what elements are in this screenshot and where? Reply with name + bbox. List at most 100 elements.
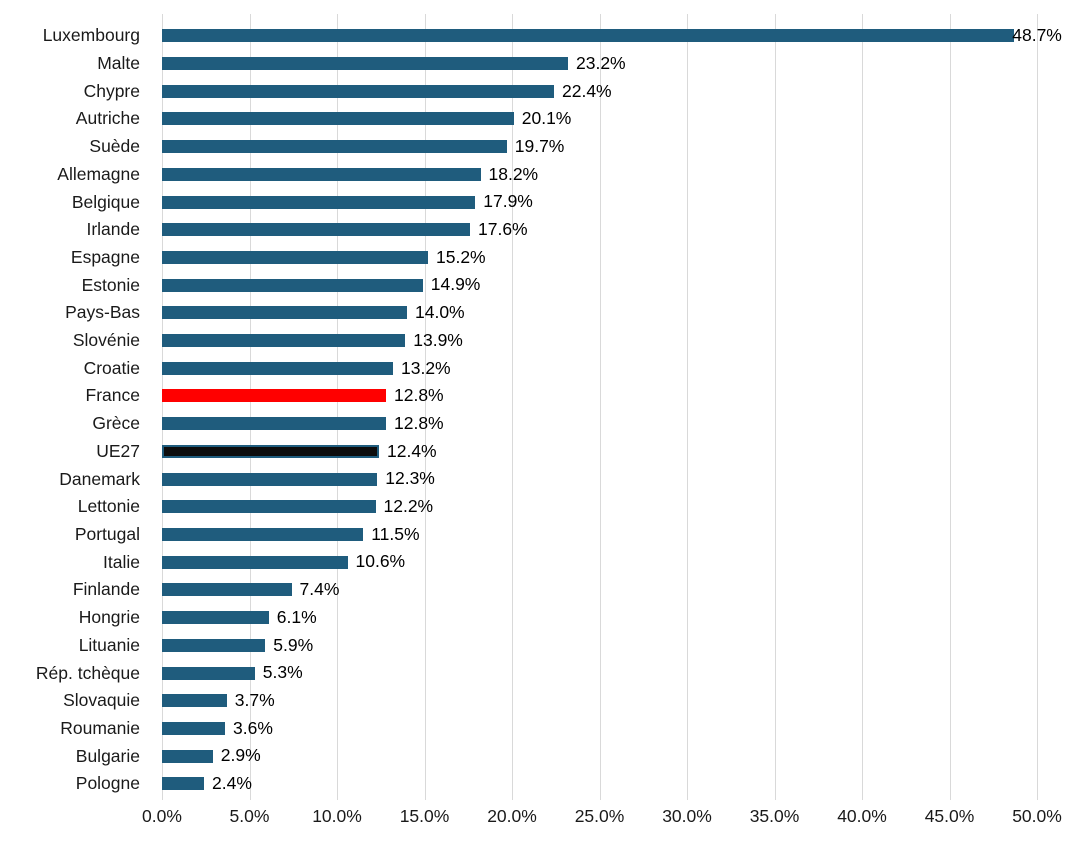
category-label: Grèce — [92, 413, 140, 434]
value-label: 3.7% — [234, 689, 275, 710]
bar — [162, 583, 292, 597]
category-label: Malte — [97, 53, 140, 74]
value-label: 12.8% — [394, 412, 444, 433]
bar-area: 2.4% — [162, 770, 1075, 798]
bar-row: Slovaquie 3.7% — [0, 687, 1075, 715]
value-label: 23.2% — [576, 52, 626, 73]
category-label: Slovénie — [72, 330, 140, 351]
bar-row: France 12.8% — [0, 382, 1075, 410]
gridline — [862, 14, 863, 800]
value-label: 14.9% — [430, 274, 481, 295]
bar — [162, 278, 423, 292]
bar-area: 6.1% — [162, 604, 1075, 632]
value-label: 12.4% — [387, 440, 437, 461]
x-tick-label: 35.0% — [749, 806, 800, 826]
x-tick-label: 25.0% — [574, 806, 625, 826]
bar-area: 23.2% — [162, 50, 1075, 78]
bar-row: Grèce 12.8% — [0, 410, 1075, 438]
value-label: 2.9% — [220, 745, 261, 766]
gridline — [687, 14, 688, 800]
category-label: Allemagne — [57, 163, 140, 184]
x-tick-label: 30.0% — [662, 806, 712, 826]
category-label: Bulgarie — [75, 745, 140, 766]
bar-area: 20.1% — [162, 105, 1075, 133]
bar — [162, 250, 428, 264]
gridline — [1037, 14, 1038, 800]
value-label: 13.2% — [401, 357, 451, 378]
bar — [162, 444, 379, 458]
bar-area: 10.6% — [162, 548, 1075, 576]
category-label: Pologne — [75, 773, 140, 794]
bar-row: Estonie 14.9% — [0, 271, 1075, 299]
bar — [162, 666, 255, 680]
value-label: 11.5% — [371, 523, 420, 544]
category-label: Slovaquie — [63, 690, 140, 711]
value-label: 3.6% — [233, 717, 273, 738]
bar-area: 12.8% — [162, 410, 1075, 438]
bar-area: 12.8% — [162, 382, 1075, 410]
bar — [162, 777, 204, 791]
bar-row: Pologne 2.4% — [0, 770, 1075, 798]
value-label: 2.4% — [212, 773, 252, 794]
value-label: 18.2% — [488, 163, 539, 184]
category-label: Croatie — [83, 357, 140, 378]
bar-row: Suède 19.7% — [0, 133, 1075, 161]
bar-area: 12.4% — [162, 438, 1075, 466]
category-label: Estonie — [81, 274, 140, 295]
bar — [162, 694, 227, 708]
category-label: Portugal — [74, 524, 140, 544]
bar — [162, 638, 266, 652]
bar-row: Irlande 17.6% — [0, 216, 1075, 244]
bar-row: Portugal 11.5% — [0, 521, 1075, 549]
category-label: Suède — [89, 136, 140, 157]
category-label: Lituanie — [78, 634, 140, 655]
bar-area: 13.9% — [162, 327, 1075, 355]
category-label: Luxembourg — [42, 25, 140, 46]
bar — [162, 112, 514, 126]
value-label: 22.4% — [562, 80, 612, 101]
bar-area: 3.7% — [162, 687, 1075, 715]
gridline — [949, 14, 951, 800]
bar — [162, 500, 376, 514]
bar-row: Lituanie 5.9% — [0, 631, 1075, 659]
gridline — [337, 14, 338, 800]
bar — [162, 306, 407, 320]
bar-row: Danemark 12.3% — [0, 465, 1075, 493]
bar-area: 11.5% — [162, 521, 1075, 549]
bar-area: 48.7% — [162, 22, 1075, 50]
x-tick-label: 10.0% — [312, 806, 362, 826]
bar — [162, 167, 481, 181]
gridline — [512, 14, 513, 800]
bar-row: Malte 23.2% — [0, 50, 1075, 78]
x-tick-label: 50.0% — [1012, 806, 1062, 826]
bar-area: 7.4% — [162, 576, 1075, 604]
bar — [162, 749, 213, 763]
bar — [162, 195, 476, 209]
value-label: 12.3% — [385, 468, 435, 489]
value-label: 17.9% — [483, 191, 533, 212]
category-label: Belgique — [71, 191, 140, 212]
bar-area: 17.6% — [162, 216, 1075, 244]
bar-row: Allemagne 18.2% — [0, 161, 1075, 189]
bar-area: 5.3% — [162, 659, 1075, 687]
bar-row: UE27 12.4% — [0, 438, 1075, 466]
bar-row: Slovénie 13.9% — [0, 327, 1075, 355]
category-label: Danemark — [59, 468, 140, 489]
x-tick-label: 15.0% — [399, 806, 450, 826]
gridline — [774, 14, 776, 800]
bar-row: Finlande 7.4% — [0, 576, 1075, 604]
bar-row: Roumanie 3.6% — [0, 715, 1075, 743]
value-label: 5.3% — [262, 662, 303, 683]
category-label: Lettonie — [77, 496, 140, 517]
value-label: 14.0% — [415, 302, 465, 323]
value-label: 20.1% — [521, 108, 572, 129]
value-label: 15.2% — [436, 246, 486, 267]
bar-row: Espagne 15.2% — [0, 244, 1075, 272]
value-label: 13.9% — [413, 329, 463, 350]
bar-row: Lettonie 12.2% — [0, 493, 1075, 521]
x-tick-label: 0.0% — [142, 806, 182, 826]
bar-area: 18.2% — [162, 161, 1075, 189]
category-label: Italie — [103, 551, 140, 572]
bar-area: 14.0% — [162, 299, 1075, 327]
